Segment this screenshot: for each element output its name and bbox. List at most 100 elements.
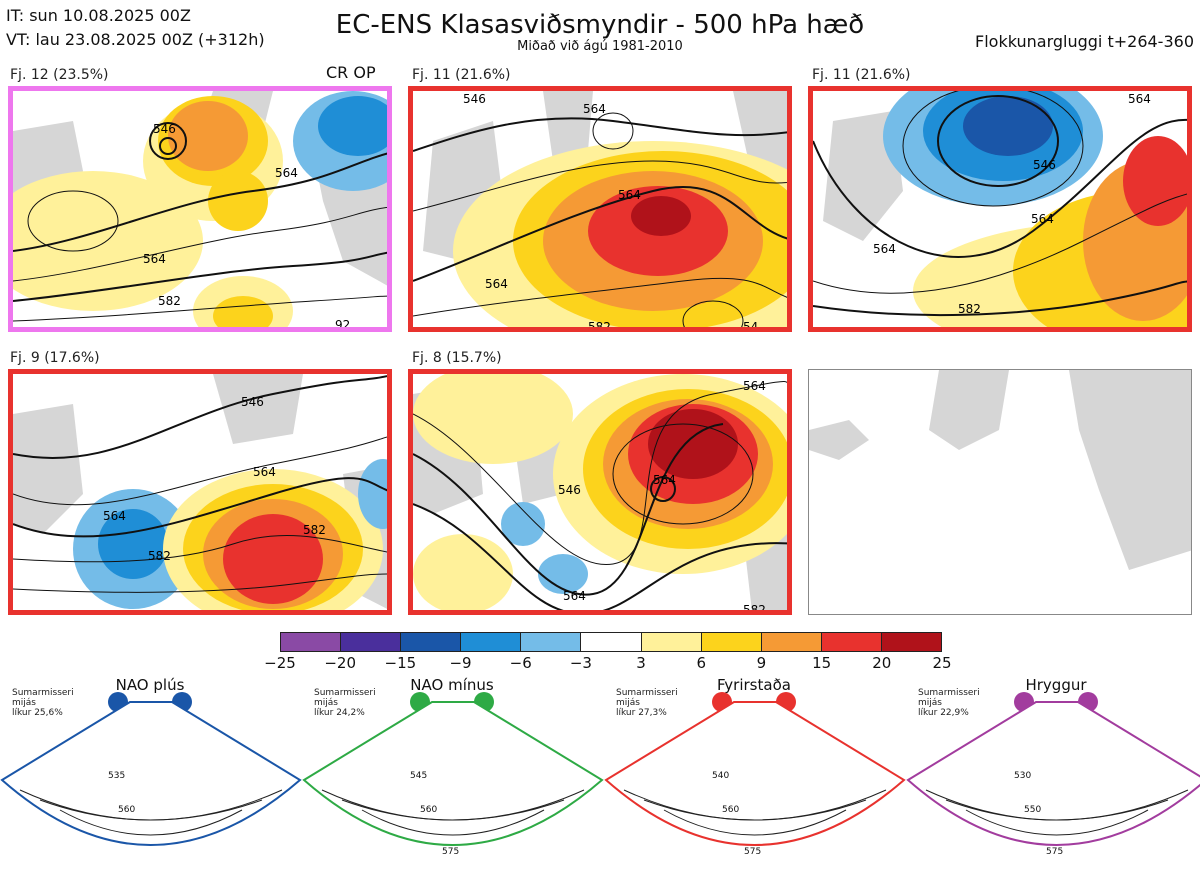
contour-label: 564 [1128,92,1151,106]
colorbar-tick-label: −15 [384,654,417,672]
contour-label: 564 [583,102,606,116]
height-contours [13,122,387,322]
contour-label: 564 [563,589,586,603]
cluster-map-2-svg: 546 564 564 564 582 54 [413,91,787,332]
regime-contour-label: 550 [1024,805,1041,815]
height-contours [413,381,787,610]
cluster-3-label: Fj. 11 (21.6%) [812,67,911,83]
contour-label: 546 [463,92,486,106]
cluster-2-label: Fj. 11 (21.6%) [412,67,511,83]
contour-label: 582 [588,320,611,332]
classification-window: Flokkunargluggi t+264-360 [975,32,1194,51]
colorbar-segment [340,633,401,651]
colorbar-segment [580,633,641,651]
regime-contour-label: 560 [118,805,135,815]
colorbar-segment [460,633,521,651]
contour-label: 546 [1033,158,1056,172]
regime-name: Fyrirstaða [717,676,791,694]
cluster-map-5-svg: 564 564 546 564 582 [413,374,787,615]
regime-info: Sumarmisseri mijás líkur 24,2% [314,688,376,718]
colorbar-segment [520,633,581,651]
empty-map-panel [808,369,1192,615]
regime-contour-label: 560 [722,805,739,815]
cluster-map-1: 546 564 564 582 92 [8,86,392,332]
colorbar-tick-label: −25 [264,654,296,672]
height-contours [13,375,387,593]
chart-subtitle: Miðað við ágú 1981-2010 [517,39,683,54]
init-time: IT: sun 10.08.2025 00Z [6,6,191,25]
cluster-map-3-svg: 564 546 564 564 582 [813,91,1187,327]
regime-contour-label: 575 [442,847,459,857]
contour-label: 54 [743,320,758,332]
regime-info-line: Sumarmisseri [918,688,980,698]
colorbar-tick-label: 3 [636,654,646,672]
contour-label: 564 [743,379,766,393]
regime-info-line: líkur 22,9% [918,708,969,718]
regime-fan-map: 530 550 575 [906,701,1200,857]
anomaly-shading [453,141,787,327]
contour-label: 564 [873,242,896,256]
regime-info-line: Sumarmisseri [12,688,74,698]
regime-fan-map: 545 560 575 [302,701,604,857]
regime-info-line: mijás [314,698,338,708]
chart-title: EC-ENS Klasasviðsmyndir - 500 hPa hæð [335,10,865,40]
contour-label: 582 [158,294,181,308]
anomaly-shading [13,91,387,327]
contour-label: 564 [143,252,166,266]
regime-info: Sumarmisseri mijás líkur 27,3% [616,688,678,718]
regime-info: Sumarmisseri mijás líkur 25,6% [12,688,74,718]
colorbar-tick-label: −3 [569,654,592,672]
contour-label: 92 [335,318,350,332]
regime-contour-label: 535 [108,771,125,781]
colorbar-tick-label: 9 [756,654,767,672]
land-masses [809,370,1191,570]
contour-label: 546 [153,122,176,136]
empty-map-svg [809,370,1191,570]
cluster-map-3: 564 546 564 564 582 [808,86,1192,332]
cluster-map-4: 546 564 564 582 582 [8,369,392,615]
regime-contour-label: 540 [712,771,729,781]
regime-info-line: Sumarmisseri [314,688,376,698]
colorbar-tick-label: 25 [932,654,952,672]
contour-label: 546 [241,395,264,409]
valid-time: VT: lau 23.08.2025 00Z (+312h) [6,30,265,49]
contour-label: 582 [958,302,981,316]
anomaly-shading [73,459,387,610]
colorbar-segment [820,633,881,651]
regime-name: NAO mínus [410,676,494,694]
colorbar-tick-label: 15 [812,654,832,672]
regime-name: NAO plús [115,676,185,694]
regime-fan-map: 540 560 575 [604,701,906,857]
regime-info-line: líkur 25,6% [12,708,63,718]
colorbar-tick-label: −9 [449,654,472,672]
colorbar-tick-label: 6 [696,654,707,672]
regime-contour-label: 560 [420,805,437,815]
contour-label: 564 [103,509,126,523]
contour-label: 564 [618,188,641,202]
colorbar-segment [760,633,821,651]
regime-contour-label: 575 [1046,847,1063,857]
regime-info: Sumarmisseri mijás líkur 22,9% [918,688,980,718]
cluster-4-label: Fj. 9 (17.6%) [10,350,100,366]
colorbar-segment [400,633,461,651]
cluster-5-label: Fj. 8 (15.7%) [412,350,502,366]
cluster-map-2: 546 564 564 564 582 54 [408,86,792,332]
contour-label: 582 [743,603,766,615]
regime-info-line: Sumarmisseri [616,688,678,698]
regime-contour-label: 545 [410,771,427,781]
regime-info-line: mijás [12,698,36,708]
contour-label: 582 [303,523,326,537]
regime-info-line: mijás [616,698,640,708]
cluster-1-label: Fj. 12 (23.5%) [10,67,109,83]
colorbar-tick-label: −20 [324,654,356,672]
regime-info-line: líkur 27,3% [616,708,667,718]
height-contours [413,112,787,327]
regime-fan-map: 535 560 [0,701,302,846]
colorbar-segment [700,633,761,651]
colorbar-segment [880,633,942,651]
colorbar [280,632,942,652]
regime-info-line: mijás [918,698,942,708]
cluster-map-4-svg: 546 564 564 582 582 [13,374,387,610]
contour-label: 564 [253,465,276,479]
regime-name: Hryggur [1025,676,1087,694]
